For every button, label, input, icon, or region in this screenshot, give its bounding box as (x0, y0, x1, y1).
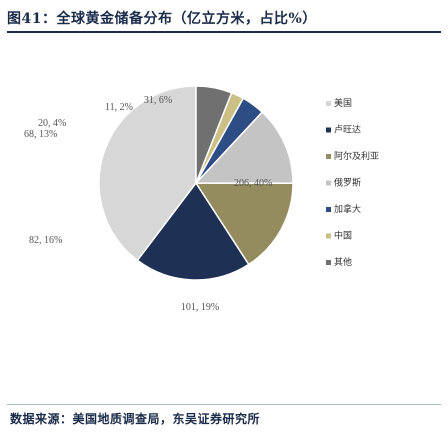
legend-label-3: 俄罗斯 (334, 177, 361, 189)
legend-label-4: 加拿大 (334, 203, 361, 215)
legend-label-1: 卢旺达 (334, 124, 361, 136)
legend-label-2: 阿尔及利亚 (334, 150, 379, 162)
legend-swatch-1 (326, 127, 331, 133)
legend-swatch-6 (326, 260, 331, 265)
slice-label-5: 11, 2% (105, 102, 133, 113)
pie-chart: 206, 40% 101, 19% 82, 16% 68, 13%20, 4% 11, … (24, 85, 379, 313)
legend-label-6: 其他 (334, 256, 352, 268)
legend-swatch-2 (326, 154, 331, 159)
legend-swatch-4 (326, 207, 331, 212)
slice-label-3: 68, 13% (24, 129, 57, 140)
legend-swatch-3 (326, 180, 331, 186)
pie-slice-2 (194, 182, 294, 266)
slice-label-1: 101, 19% (181, 302, 219, 313)
slice-label-0: 206, 40% (234, 178, 272, 189)
source-divider (7, 404, 441, 405)
legend-label-5: 中国 (334, 230, 352, 242)
source-note: 数据来源：美国地质调查局，东吴证券研究所 (10, 412, 261, 426)
pie-slice-6 (195, 85, 233, 184)
slice-label-6: 31, 6% (144, 95, 172, 106)
legend-swatch-5 (326, 233, 331, 239)
pie-slice-3 (194, 111, 294, 185)
slice-label-4: 20, 4% (38, 118, 66, 129)
title-divider (7, 31, 441, 33)
chart-title: 图41：全球黄金储备分布（亿立方米，占比%） (7, 11, 317, 27)
slice-label-2: 82, 16% (29, 235, 62, 246)
pie-slice-1 (136, 181, 250, 281)
legend-swatch-0 (326, 101, 331, 106)
pie-slice-0 (98, 85, 197, 262)
legend-label-0: 美国 (334, 97, 352, 109)
